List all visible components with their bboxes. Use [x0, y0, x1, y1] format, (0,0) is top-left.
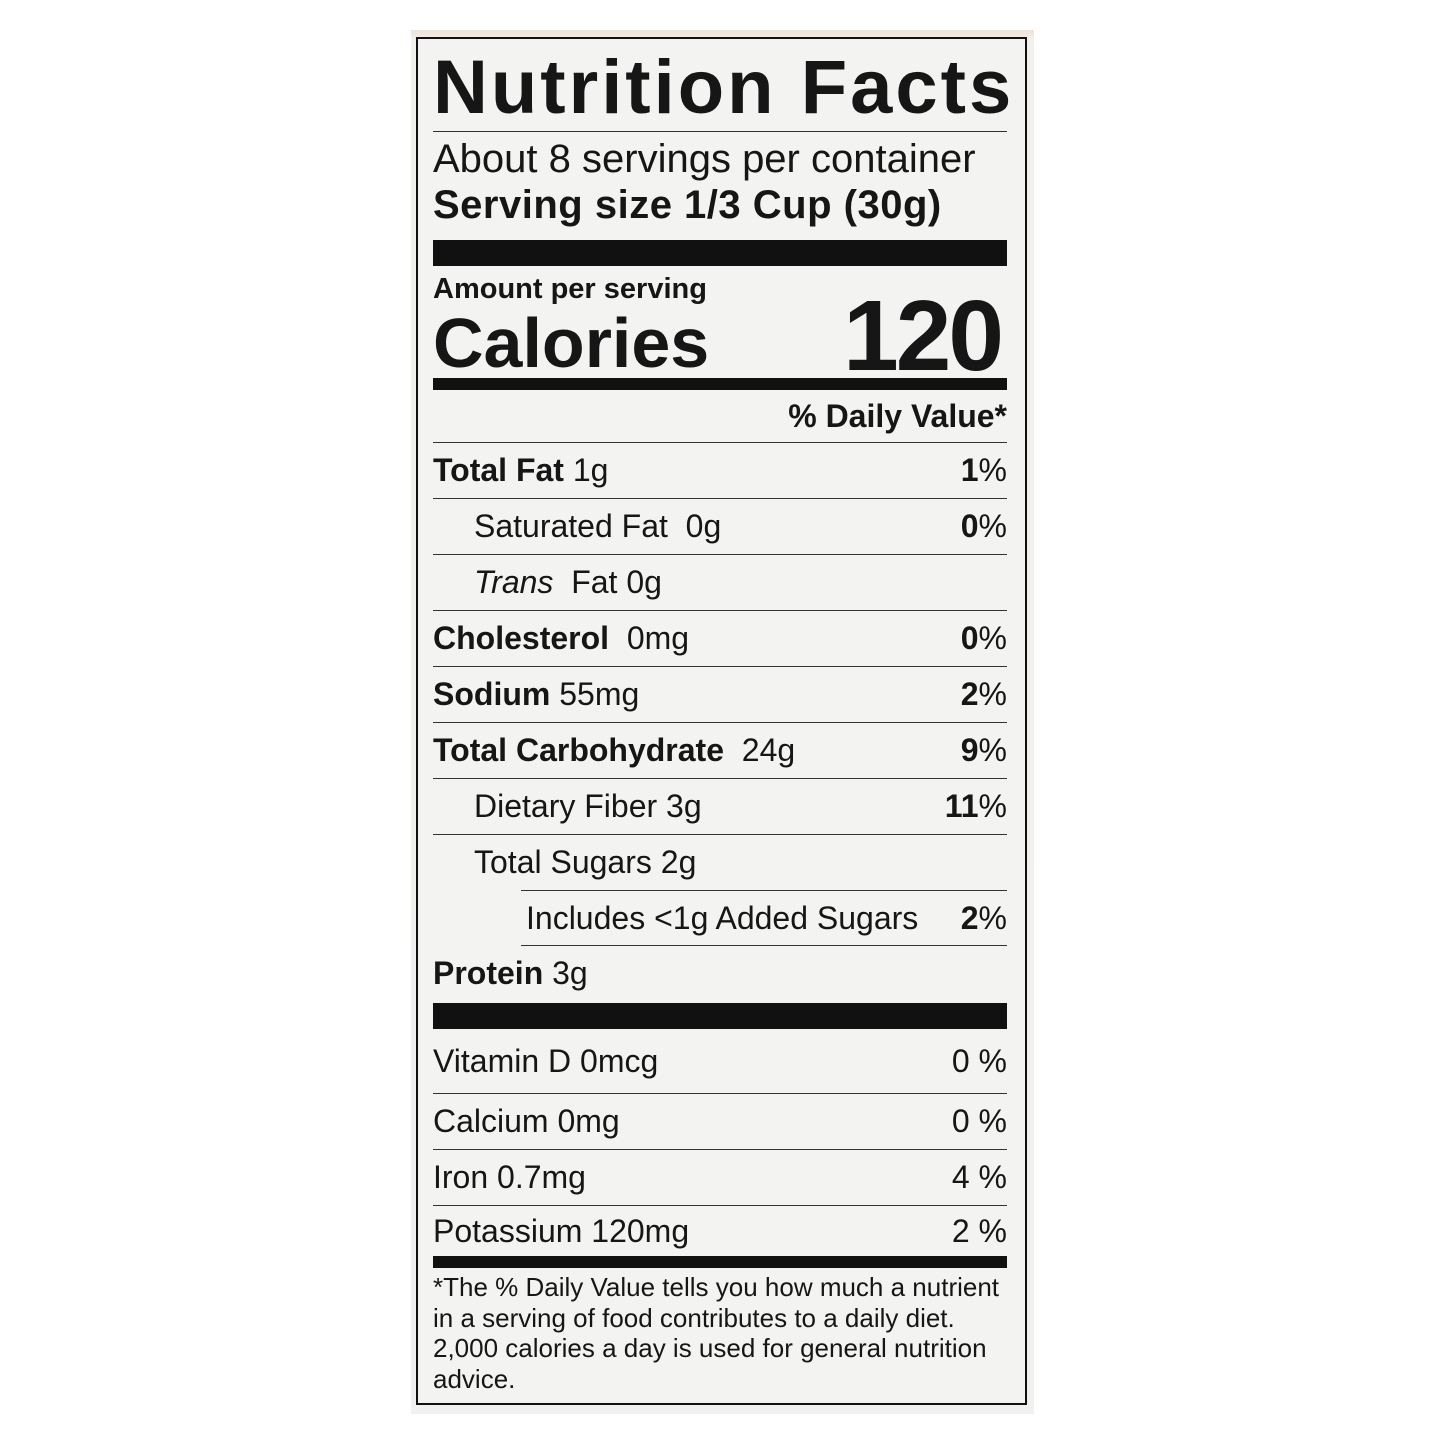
amount-per-serving: Amount per serving	[433, 273, 707, 305]
nutrient-dv: 9	[960, 732, 979, 768]
nutrient-name: Total Carbohydrate	[433, 732, 724, 768]
nutrient-row-protein: Protein 3g	[433, 946, 1007, 1001]
label-title: Nutrition Facts	[433, 45, 1015, 130]
nutrient-dv: 2	[960, 899, 979, 936]
vitamin-name: Potassium 120mg	[433, 1212, 690, 1249]
nutrient-row-sodium: Sodium 55mg 2%	[433, 667, 1007, 723]
vitamin-name: Vitamin D 0mcg	[433, 1042, 659, 1079]
divider	[433, 131, 1007, 132]
nutrient-name: Total Sugars	[474, 844, 652, 880]
nutrient-dv: 0	[960, 620, 979, 656]
vitamin-name: Calcium 0mg	[433, 1103, 620, 1139]
nutrient-name: Dietary Fiber	[474, 788, 658, 824]
nutrient-amount: 1g	[572, 452, 609, 488]
nutrient-name: Saturated Fat	[474, 508, 668, 544]
percent-sign: %	[978, 620, 1007, 656]
nutrient-row-cholesterol: Cholesterol 0mg 0%	[433, 611, 1007, 667]
nutrient-amount: 2g	[660, 844, 697, 880]
nutrient-dv: 2	[960, 676, 979, 712]
nutrient-name: Trans	[474, 564, 554, 600]
calories-row: Calories 120	[433, 286, 1007, 386]
nutrient-name: Protein	[433, 955, 544, 991]
nutrient-row-total-carbohydrate: Total Carbohydrate 24g 9%	[433, 723, 1007, 779]
percent-sign: %	[978, 676, 1007, 712]
thick-divider	[433, 1003, 1007, 1029]
nutrient-row-total-fat: Total Fat 1g 1%	[433, 443, 1007, 499]
thick-divider	[433, 240, 1007, 266]
nutrient-row-total-sugars: Total Sugars 2g	[433, 835, 1007, 890]
calories-value: 120	[843, 280, 1004, 392]
nutrient-amount: 55mg	[559, 676, 640, 712]
nutrition-facts-label: Nutrition Facts About 8 servings per con…	[416, 37, 1027, 1405]
medium-divider	[433, 1256, 1007, 1268]
nutrient-row-saturated-fat: Saturated Fat 0g 0%	[433, 499, 1007, 555]
nutrient-row-dietary-fiber: Dietary Fiber 3g 11%	[433, 779, 1007, 835]
nutrient-row-added-sugars: Includes <1g Added Sugars 2%	[521, 890, 1007, 946]
vitamin-row-vitamin-d: Vitamin D 0mcg 0 %	[433, 1029, 1007, 1094]
footnote: *The % Daily Value tells you how much a …	[433, 1272, 1000, 1394]
servings-per-container: About 8 servings per container	[433, 137, 976, 181]
vitamin-dv: 4 %	[951, 1159, 1007, 1195]
nutrient-amount: 3g	[666, 788, 702, 824]
nutrient-name: Sodium	[433, 676, 551, 712]
percent-sign: %	[978, 452, 1007, 488]
nutrient-dv: 1	[960, 452, 979, 488]
daily-value-header: % Daily Value*	[433, 390, 1007, 443]
nutrient-amount: 3g	[552, 955, 588, 991]
nutrient-name: Total Fat	[433, 452, 564, 488]
percent-sign: %	[978, 732, 1007, 768]
nutrient-dv: 11	[944, 788, 979, 824]
serving-size: Serving size 1/3 Cup (30g)	[433, 183, 942, 227]
percent-sign: %	[978, 788, 1007, 824]
calories-label: Calories	[433, 304, 710, 382]
medium-divider	[433, 378, 1007, 390]
percent-sign: %	[978, 899, 1007, 936]
vitamin-row-iron: Iron 0.7mg 4 %	[433, 1150, 1007, 1206]
vitamin-dv: 0 %	[951, 1103, 1007, 1139]
vitamin-dv: 0 %	[951, 1042, 1007, 1079]
vitamin-name: Iron 0.7mg	[433, 1159, 586, 1195]
nutrient-row-trans-fat: Trans Fat 0g	[433, 555, 1007, 611]
vitamin-dv: 2 %	[951, 1212, 1007, 1249]
vitamin-row-potassium: Potassium 120mg 2 %	[433, 1206, 1007, 1256]
nutrient-amount: 24g	[741, 732, 796, 768]
nutrient-amount: Fat 0g	[571, 564, 662, 600]
percent-sign: %	[978, 508, 1007, 544]
nutrient-name: Includes <1g Added Sugars	[526, 899, 919, 936]
nutrient-name: Cholesterol	[433, 620, 610, 656]
vitamin-row-calcium: Calcium 0mg 0 %	[433, 1094, 1007, 1150]
nutrient-dv: 0	[960, 508, 979, 544]
nutrient-amount: 0g	[685, 508, 722, 544]
nutrient-amount: 0mg	[626, 620, 690, 656]
